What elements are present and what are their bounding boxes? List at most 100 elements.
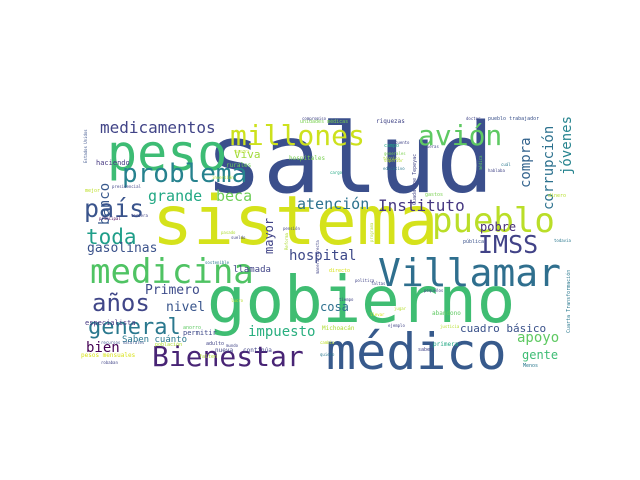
word-cuadro-básico: cuadro básico [460, 322, 546, 335]
word-recursos-naturales: recursos naturales [101, 340, 145, 345]
word-reforma: Reforma [284, 233, 289, 250]
word-jóvenes: jóvenes [559, 116, 575, 175]
word-continúa: continúa [243, 347, 272, 354]
word-nivel: nivel [166, 300, 205, 315]
word-salud: salud [205, 103, 494, 215]
word-viva: Viva [234, 148, 261, 161]
word-millones: millones [230, 119, 365, 152]
word-país: país [84, 194, 144, 223]
word-bien: bien [86, 340, 120, 356]
word-principal: principal [99, 216, 121, 221]
word-haciendo: haciendo [96, 159, 130, 167]
word-michoacán: Michoacán [322, 325, 355, 332]
word-impuesto: impuesto [248, 324, 315, 340]
word-superior: superior [384, 158, 404, 163]
word-robaban: robaban [101, 360, 118, 365]
word-todavía: todavía [554, 238, 571, 243]
word-pesos-mensuales: pesos mensuales [81, 352, 136, 359]
word-falten: falten [199, 354, 217, 360]
word-hospitales: hospitales [289, 155, 326, 162]
word-pueblo-trabajador: pueblo trabajador [488, 116, 539, 122]
word-sistema: sistema [152, 182, 439, 261]
word-directo: directo [329, 268, 350, 274]
word-menos: Menos [523, 363, 538, 369]
word-banco: banco [97, 183, 113, 225]
word-técnico: técnico [383, 156, 400, 161]
word-llamada: llamada [233, 265, 271, 275]
word-sueldo: sueldo [231, 235, 246, 240]
word-gasolinas: gasolinas [87, 241, 157, 256]
word-nueva: nueva [215, 347, 233, 354]
word-dinero: dinero [548, 193, 566, 199]
word-cosa: cosa [320, 300, 349, 314]
word-basura: basura [235, 149, 250, 154]
word-avión: avión [418, 119, 502, 152]
word-justicia: justicia [440, 324, 460, 329]
word-pobre: pobre [480, 220, 516, 234]
word-compra: compra [518, 137, 534, 188]
word-cuento: cuento [395, 140, 410, 145]
word-lucro: lucro [231, 298, 244, 303]
word-rurales: rurales [226, 162, 252, 169]
word-cloud-background [80, 104, 578, 372]
word-saben-cuánto: Saben cuánto [122, 335, 187, 345]
word-corrupción: corrupción [541, 126, 557, 210]
word-doctor: doctor [466, 116, 481, 121]
word-pública: pública [463, 238, 484, 245]
word-mundo: mundo [226, 343, 239, 348]
word-adulto: adulto [206, 341, 224, 347]
word-faltas: faltas [371, 281, 386, 286]
word-cambio: cambio [320, 340, 335, 345]
word-pasado: pasado [221, 230, 236, 235]
word-imss: IMSS [478, 230, 538, 259]
word-apoyo: apoyo [517, 330, 559, 346]
word-primero: Primero [145, 283, 200, 298]
word-hablaba: hablaba [488, 168, 505, 173]
word-general: general [88, 315, 181, 340]
word-guadalupe-tepeyac: Guadalupe Tepeyac [412, 154, 418, 205]
word-cargo: cargo [330, 170, 343, 175]
word-campo: campo [384, 143, 399, 149]
word-hospital: hospital [289, 248, 356, 264]
word-llevar: llevar [370, 312, 385, 317]
word-población: población [155, 341, 182, 348]
word-atención: atención [297, 195, 369, 213]
word-problema: problema [122, 159, 247, 189]
word-medicina: medicina [90, 252, 254, 292]
word-ejemplo: ejemplo [388, 323, 405, 328]
word-gobierno: gobierno [207, 264, 515, 338]
word-años: años [92, 289, 150, 317]
word-gente: gente [522, 348, 558, 362]
word-beca: beca [216, 187, 252, 205]
word-saben: saben [418, 347, 433, 353]
word-tiempo: tiempo [339, 297, 354, 302]
word-programa: programa [369, 222, 374, 242]
word-médica: médica [478, 155, 483, 170]
word-educativo: educativo [383, 166, 405, 171]
word-generales: generales [384, 151, 406, 156]
word-abandono: abandono [432, 310, 461, 317]
word-cuarta-transformación: Cuarta Transformación [565, 270, 572, 333]
word-mejor: mejor [85, 188, 100, 194]
word-bienestar: Bienestar [152, 340, 304, 373]
word-especialista: especialista [85, 319, 136, 327]
word-pueblo: pueblo [432, 201, 555, 241]
word-pequeños: pequeños [424, 288, 444, 293]
word-jugar: jugar [394, 306, 407, 311]
word-cuál: cuál [501, 162, 511, 167]
word-grande: grande [148, 187, 202, 205]
word-sostenible: sostenible [205, 260, 230, 265]
word-villamar: Villamar [378, 251, 561, 295]
word-unidades-médicas: unidades médicas [300, 118, 348, 125]
word-pensión: pensión [283, 226, 300, 231]
word-anorro: anorro [183, 325, 201, 331]
word-presidencial: presidencial [112, 184, 141, 189]
word-compromiso: compromiso [302, 116, 327, 121]
word-medicamentos: medicamentos [100, 118, 216, 137]
word-gastos: gastos [425, 192, 443, 198]
word-riquezas: riquezas [376, 118, 405, 125]
word-política: política [355, 278, 375, 283]
word-peso: peso [107, 124, 227, 182]
word-médico: médico [326, 323, 507, 381]
